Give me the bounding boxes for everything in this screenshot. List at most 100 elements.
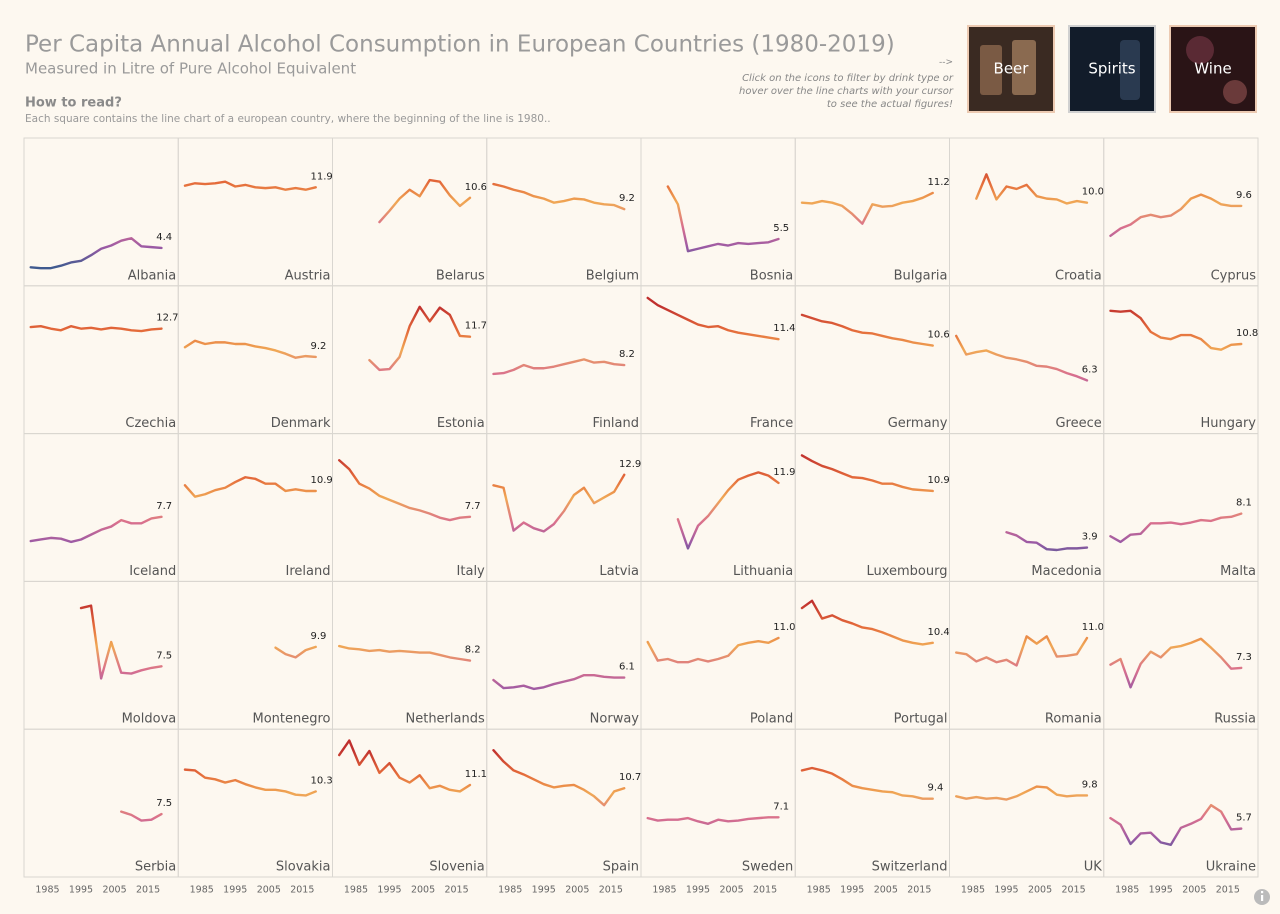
country-name: Luxembourg [866,564,947,579]
country-name: Serbia [135,860,176,875]
filter-wine[interactable]: Wine [1169,25,1257,113]
country-name: Ukraine [1206,860,1256,875]
filter-beer[interactable]: Beer [967,25,1055,113]
x-tick-label: 1995 [377,885,401,896]
end-label: 11.1 [465,769,487,780]
country-name: Portugal [894,712,948,727]
series-line [492,749,626,807]
series-line [800,454,934,493]
country-name: Belarus [436,268,485,283]
filter-button[interactable] [1068,25,1156,113]
country-cell: 7.7 Iceland [23,433,179,582]
x-tick-label: 2005 [719,885,743,896]
x-tick-label: 1995 [69,885,93,896]
hint-line: to see the actual figures! [827,99,953,110]
country-name: Hungary [1200,416,1256,431]
country-cell: 11.4 France [640,285,796,435]
end-label: 9.8 [1082,779,1098,790]
info-icon[interactable] [1254,889,1270,905]
series-line [800,766,934,800]
bottle-icon [1120,40,1140,100]
end-label: 8.1 [1236,498,1252,509]
filter-label[interactable]: Beer [994,60,1030,78]
country-cell: 10.3 Slovakia [177,728,333,878]
glass-icon [980,45,1002,95]
end-label: 10.7 [619,772,641,783]
country-cell: 11.9 Lithuania [640,433,796,582]
end-label: 11.4 [773,323,795,334]
end-label: 11.0 [773,622,795,633]
country-name: Ireland [286,564,331,579]
series-line [183,180,317,191]
series-line [1109,193,1243,238]
country-name: Austria [285,268,331,283]
filter-spirits[interactable]: Spirits [1068,25,1156,113]
end-label: 9.9 [311,631,327,642]
series-line [955,785,1089,801]
series-line [646,636,780,664]
country-name: Bulgaria [894,268,948,283]
end-label: 9.2 [619,193,635,204]
end-label: 8.2 [465,645,481,656]
x-tick-label: 2015 [136,885,160,896]
end-label: 7.1 [773,801,789,812]
title: Per Capita Annual Alcohol Consumption in… [25,32,895,58]
end-label: 7.5 [156,650,172,661]
end-label: 4.4 [156,232,172,243]
x-tick-label: 2015 [444,885,468,896]
x-tick-label: 1995 [532,885,556,896]
x-tick-label: 1985 [190,885,214,896]
country-cell: 10.7 Spain [486,728,642,878]
series-line [338,739,472,793]
country-name: Croatia [1055,268,1102,283]
x-tick-label: 2005 [1182,885,1206,896]
series-line [183,339,317,359]
series-line [646,296,780,341]
country-name: Germany [888,416,948,431]
country-name: Slovenia [429,860,484,875]
how-to-read-text: Each square contains the line chart of a… [25,113,551,125]
country-name: Italy [457,564,486,579]
series-line [378,178,472,224]
series-line [492,358,626,376]
filter-label[interactable]: Spirits [1088,60,1135,78]
country-name: Estonia [437,416,485,431]
grape-icon [1223,80,1247,104]
small-multiples: 4.4 Albania 11.9 Austria 10.6 Belarus 9.2 Belgi… [23,137,1259,896]
end-label: 6.3 [1082,364,1098,375]
end-label: 11.9 [773,467,795,478]
series-line [1109,512,1243,544]
country-name: Macedonia [1031,564,1101,579]
end-label: 9.4 [928,783,944,794]
x-tick-label: 1985 [1115,885,1139,896]
end-label: 10.4 [928,627,950,638]
country-cell: 12.7 Czechia [23,285,179,435]
x-tick-label: 1995 [840,885,864,896]
x-tick-label: 1985 [807,885,831,896]
x-tick-label: 1985 [498,885,522,896]
country-name: Bosnia [750,268,793,283]
series-line [800,599,934,646]
series-line [800,313,934,347]
x-tick-label: 2005 [411,885,435,896]
end-label: 7.7 [156,501,172,512]
country-cell: 7.7 Italy [332,433,488,582]
country-cell: 10.6 Germany [794,285,950,435]
end-label: 6.1 [619,662,635,673]
end-label: 12.9 [619,459,641,470]
filter-label[interactable]: Wine [1194,60,1231,78]
series-line [492,673,626,691]
x-tick-label: 2015 [907,885,931,896]
country-name: Romania [1045,712,1102,727]
series-line [183,476,317,498]
end-label: 3.9 [1082,532,1098,543]
end-label: 10.6 [465,182,487,193]
x-tick-label: 2005 [874,885,898,896]
series-line [120,810,163,822]
series-line [338,644,472,662]
end-label: 9.2 [311,341,327,352]
x-tick-label: 1995 [1149,885,1173,896]
